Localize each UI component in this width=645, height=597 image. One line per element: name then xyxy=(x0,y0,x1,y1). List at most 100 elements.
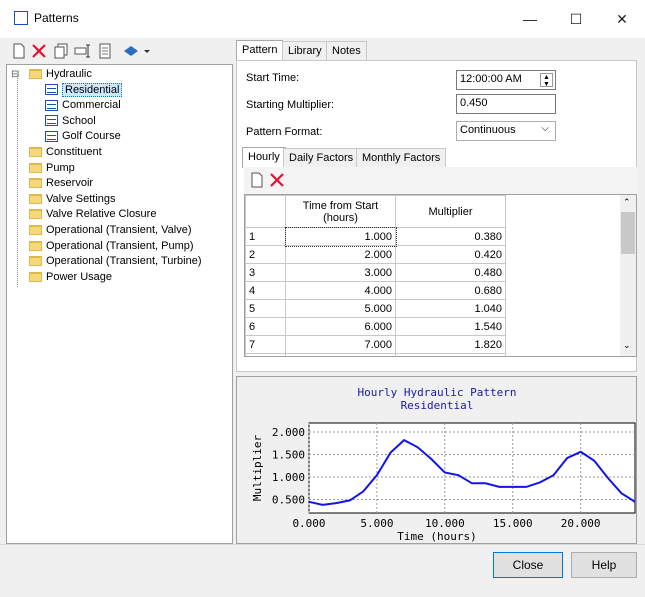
new-icon[interactable] xyxy=(10,42,28,60)
rename-icon[interactable] xyxy=(74,42,92,60)
tree-item-commercial[interactable]: Commercial xyxy=(45,98,121,113)
tab-monthly-factors[interactable]: Monthly Factors xyxy=(356,148,447,168)
table-row[interactable]: 7 7.000 1.820 xyxy=(245,335,506,354)
tree-item-golf-course[interactable]: Golf Course xyxy=(45,129,121,144)
x-tick-label: 5.000 xyxy=(360,517,393,530)
starting-multiplier-input[interactable]: 0.450 xyxy=(456,94,556,114)
new-row-icon[interactable] xyxy=(249,171,265,189)
row-number-cell: 4 xyxy=(245,281,286,300)
multiplier-cell[interactable]: 1.660 xyxy=(395,353,506,356)
tab-notes[interactable]: Notes xyxy=(326,41,367,61)
window-title: Patterns xyxy=(34,11,79,25)
tree-item-operational-transient-valve[interactable]: Operational (Transient, Valve) xyxy=(29,223,192,238)
scroll-thumb[interactable] xyxy=(621,212,635,254)
time-cell[interactable]: 7.000 xyxy=(285,335,396,354)
tree-item-school[interactable]: School xyxy=(45,114,96,129)
collapse-icon[interactable]: ⊟ xyxy=(11,69,20,80)
table-row[interactable]: 1 1.000 0.380 xyxy=(245,226,506,247)
table-row[interactable]: 3 3.000 0.480 xyxy=(245,263,506,282)
multiplier-cell[interactable]: 1.040 xyxy=(395,299,506,318)
time-cell[interactable]: 4.000 xyxy=(285,281,396,300)
col-time-units: (hours) xyxy=(323,211,358,224)
start-time-input[interactable]: 12:00:00 AM ▲ ▼ xyxy=(456,70,556,90)
pattern-icon xyxy=(45,130,58,142)
pattern-format-value: Continuous xyxy=(460,124,516,136)
row-number-cell: 8 xyxy=(245,353,286,356)
multiplier-cell[interactable]: 0.680 xyxy=(395,281,506,300)
tree-guide-line xyxy=(17,75,18,287)
row-number-cell: 7 xyxy=(245,335,286,354)
y-tick-label: 0.500 xyxy=(272,494,305,507)
report-icon[interactable] xyxy=(96,42,114,60)
time-cell[interactable]: 5.000 xyxy=(285,299,396,318)
x-tick-label: 20.000 xyxy=(561,517,601,530)
folder-icon xyxy=(29,209,42,220)
multiplier-cell[interactable]: 0.420 xyxy=(395,245,506,264)
table-row[interactable]: 6 6.000 1.540 xyxy=(245,317,506,336)
tree-item-hydraulic[interactable]: ⊟ Hydraulic xyxy=(11,67,92,82)
chart-title: Hourly Hydraulic Pattern xyxy=(358,386,517,399)
tab-pattern[interactable]: Pattern xyxy=(236,40,284,61)
close-button[interactable]: Close xyxy=(493,552,563,578)
tree-item-operational-transient-pump[interactable]: Operational (Transient, Pump) xyxy=(29,239,194,254)
time-cell[interactable]: 6.000 xyxy=(285,317,396,336)
tree-toolbar xyxy=(0,38,234,64)
folder-icon xyxy=(29,69,42,80)
table-row[interactable]: 5 5.000 1.040 xyxy=(245,299,506,318)
tree-item-label: Residential xyxy=(62,82,123,97)
row-number-cell: 3 xyxy=(245,263,286,282)
time-cell[interactable]: 8.000 xyxy=(285,353,396,356)
table-row[interactable]: 4 4.000 0.680 xyxy=(245,281,506,300)
tree-item-operational-transient-turbine[interactable]: Operational (Transient, Turbine) xyxy=(29,254,202,269)
delete-row-icon[interactable] xyxy=(268,171,286,189)
tree-item-valve-settings[interactable]: Valve Settings xyxy=(29,192,116,207)
tree-item-label: Constituent xyxy=(46,146,102,158)
tree-item-label: Operational (Transient, Pump) xyxy=(46,239,194,252)
tree-item-constituent[interactable]: Constituent xyxy=(29,145,102,160)
tab-hourly[interactable]: Hourly xyxy=(242,147,286,168)
y-axis-label: Multiplier xyxy=(251,435,264,502)
tree-item-residential[interactable]: Residential xyxy=(45,82,123,98)
pattern-tree[interactable]: ⊟ Hydraulic Residential Commercial School Gol… xyxy=(6,64,233,544)
tree-item-valve-relative-closure[interactable]: Valve Relative Closure xyxy=(29,207,156,222)
tab-library[interactable]: Library xyxy=(282,41,328,61)
multiplier-cell[interactable]: 0.480 xyxy=(395,263,506,282)
time-cell[interactable]: 3.000 xyxy=(285,263,396,282)
close-window-button[interactable]: ✕ xyxy=(616,11,628,27)
synchronize-dropdown-icon[interactable] xyxy=(122,42,154,60)
tree-item-label: Valve Settings xyxy=(46,192,116,205)
tree-item-power-usage[interactable]: Power Usage xyxy=(29,270,112,285)
multiplier-cell[interactable]: 0.380 xyxy=(395,227,506,246)
y-tick-label: 1.000 xyxy=(272,471,305,484)
spin-icon[interactable]: ▲ ▼ xyxy=(540,73,553,88)
pattern-icon xyxy=(45,84,58,96)
maximize-button[interactable]: ☐ xyxy=(569,11,583,27)
col-time-header: Time from Start (hours) xyxy=(285,195,396,228)
delete-icon[interactable] xyxy=(30,42,48,60)
folder-icon xyxy=(29,256,42,267)
scroll-up-icon[interactable]: ⌃ xyxy=(623,197,631,207)
pattern-table[interactable]: Time from Start (hours) Multiplier 1 1.00… xyxy=(244,194,637,357)
multiplier-cell[interactable]: 1.820 xyxy=(395,335,506,354)
row-number-cell: 6 xyxy=(245,317,286,336)
minimize-button[interactable]: — xyxy=(523,11,537,27)
pattern-chart-panel: Hourly Hydraulic Pattern Residential 0.000… xyxy=(236,376,637,544)
pattern-format-select[interactable]: Continuous ⌵ xyxy=(456,121,556,141)
tab-daily-factors[interactable]: Daily Factors xyxy=(283,148,360,168)
start-time-value: 12:00:00 AM xyxy=(460,73,522,85)
tree-item-pump[interactable]: Pump xyxy=(29,161,75,176)
help-button[interactable]: Help xyxy=(571,552,637,578)
time-cell[interactable]: 1.000 xyxy=(284,226,397,247)
x-axis-label: Time (hours) xyxy=(397,530,476,543)
multiplier-cell[interactable]: 1.540 xyxy=(395,317,506,336)
scroll-down-icon[interactable]: ⌄ xyxy=(623,340,631,350)
table-scrollbar[interactable]: ⌃ ⌄ xyxy=(620,195,636,356)
duplicate-icon[interactable] xyxy=(52,42,70,60)
title-bar: Patterns — ☐ ✕ xyxy=(0,0,645,38)
time-cell[interactable]: 2.000 xyxy=(285,245,396,264)
tree-item-reservoir[interactable]: Reservoir xyxy=(29,176,93,191)
table-toolbar xyxy=(244,167,637,194)
table-row[interactable]: 2 2.000 0.420 xyxy=(245,245,506,264)
